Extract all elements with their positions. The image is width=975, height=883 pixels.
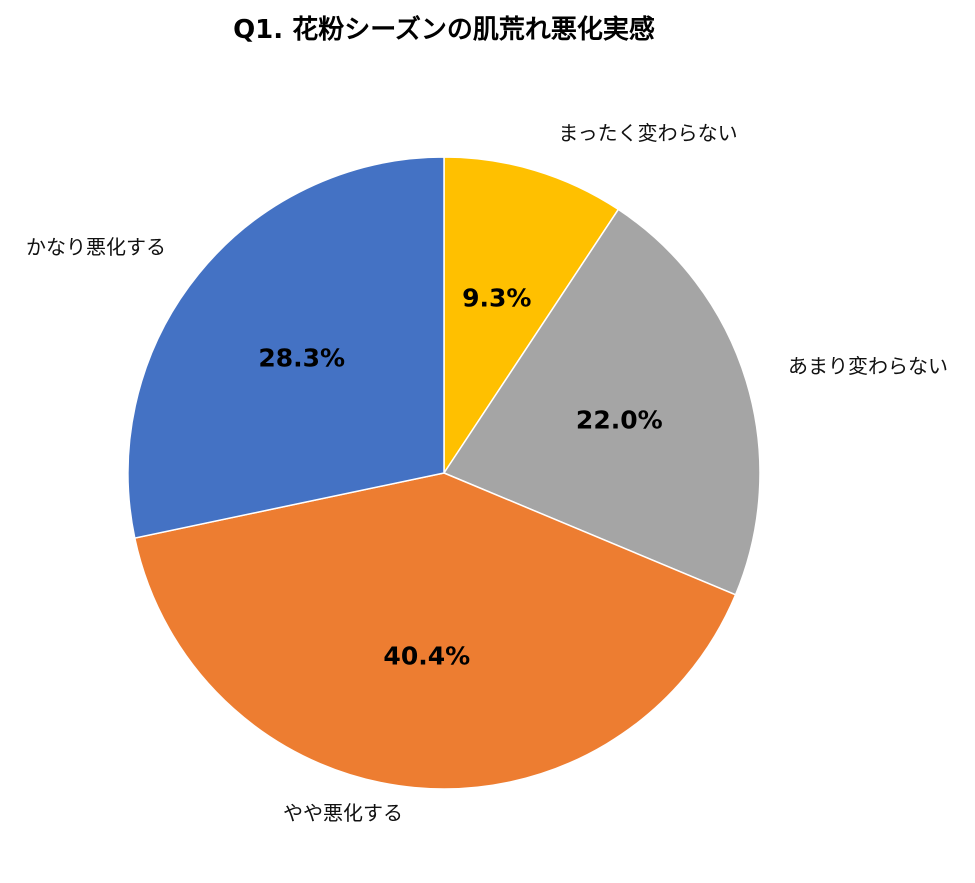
slice-value-labels: 9.3% 22.0% 40.4% 28.3%	[258, 284, 662, 671]
pie-slice-2	[442, 208, 761, 596]
pie-slices	[127, 156, 761, 790]
slice-value-label-1: 9.3%	[462, 284, 531, 313]
pie-slice-3	[133, 472, 737, 790]
slice-value-label-3: 40.4%	[383, 642, 470, 671]
category-label-3: やや悪化する	[283, 801, 403, 825]
chart-title: Q1. 花粉シーズンの肌荒れ悪化実感	[233, 14, 655, 45]
category-label-4: かなり悪化する	[26, 235, 166, 259]
slice-value-label-2: 22.0%	[576, 406, 663, 435]
pie-slice-1	[443, 156, 620, 476]
pie-slice-4	[127, 156, 445, 539]
category-label-1: まったく変わらない	[558, 121, 737, 145]
category-label-2: あまり変わらない	[788, 354, 948, 378]
slice-value-label-4: 28.3%	[258, 344, 345, 373]
